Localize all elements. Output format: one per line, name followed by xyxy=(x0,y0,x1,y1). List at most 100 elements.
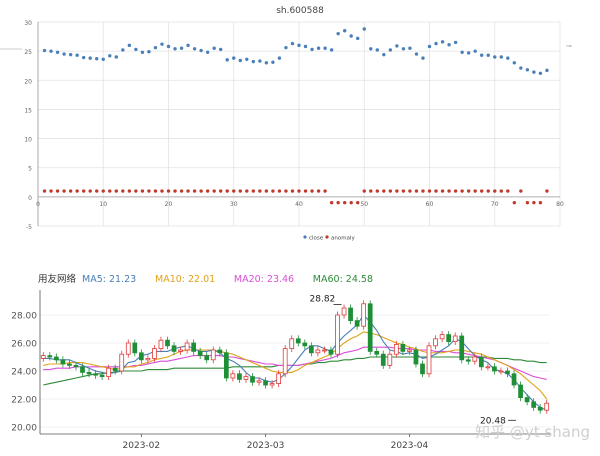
point-anomaly xyxy=(212,189,216,193)
point-close xyxy=(369,47,373,51)
point-anomaly xyxy=(95,189,99,193)
candle-body xyxy=(308,345,314,354)
point-anomaly xyxy=(192,189,197,193)
point-anomaly xyxy=(460,189,464,193)
candle-body xyxy=(158,339,164,349)
point-close xyxy=(179,46,184,50)
point-close xyxy=(199,48,203,53)
right-edge-icon: ⊸ xyxy=(566,42,572,50)
candle-body xyxy=(537,406,543,411)
point-close xyxy=(310,47,314,52)
point-anomaly xyxy=(68,189,73,193)
point-close xyxy=(192,47,197,51)
candle-body xyxy=(197,351,203,357)
point-anomaly xyxy=(127,189,132,193)
point-close xyxy=(114,55,119,59)
legend-ma5: MA5: 21.23 xyxy=(82,274,136,285)
candle-body xyxy=(53,356,59,361)
point-close xyxy=(258,59,262,63)
candle-body xyxy=(485,366,491,369)
point-anomaly xyxy=(532,200,536,205)
point-anomaly xyxy=(121,189,125,193)
y-tick-label: 28.00 xyxy=(11,312,37,322)
candle-body xyxy=(112,367,118,372)
point-anomaly xyxy=(512,200,517,205)
candle-body xyxy=(413,349,419,365)
point-anomaly xyxy=(232,189,236,193)
x-tick-label: 2023-02 xyxy=(123,441,161,451)
candle-body xyxy=(354,320,360,327)
point-close xyxy=(316,46,321,50)
candle-body xyxy=(348,307,353,321)
candle-body xyxy=(328,349,334,355)
y-tick-label: 5 xyxy=(28,166,32,173)
candle-body xyxy=(210,349,216,361)
point-close xyxy=(519,66,523,70)
point-close xyxy=(486,53,490,57)
x-tick-label: 40 xyxy=(295,201,303,208)
point-close xyxy=(323,46,327,50)
point-close xyxy=(127,43,132,48)
y-tick-label: 25 xyxy=(24,49,32,56)
point-anomaly xyxy=(258,189,262,193)
legend-ma20: MA20: 23.46 xyxy=(234,274,294,285)
legend-label-close: close xyxy=(309,236,324,242)
point-anomaly xyxy=(525,200,530,205)
candle-body xyxy=(452,335,458,342)
point-close xyxy=(532,70,536,74)
point-anomaly xyxy=(545,189,549,193)
point-anomaly xyxy=(108,189,112,193)
candle-body xyxy=(289,338,295,350)
point-anomaly xyxy=(225,189,229,193)
candle-body xyxy=(99,374,105,377)
point-close xyxy=(238,58,242,63)
point-anomaly xyxy=(264,189,269,193)
candle-body xyxy=(217,349,223,354)
ma5-line xyxy=(43,314,547,411)
point-anomaly xyxy=(303,189,308,193)
point-anomaly xyxy=(101,189,105,193)
candle-body xyxy=(67,363,72,366)
x-tick-label: 2023-03 xyxy=(247,441,285,451)
point-close xyxy=(101,57,105,62)
point-close xyxy=(460,50,464,55)
candle-body xyxy=(498,370,504,373)
candle-body xyxy=(544,402,550,411)
candle-body xyxy=(230,373,236,379)
candlestick-chart: 用友网络 MA5: 21.23 MA10: 22.01 MA20: 23.46 MA60… xyxy=(11,273,550,451)
point-close xyxy=(434,41,438,46)
point-anomaly xyxy=(160,189,164,193)
point-close xyxy=(212,46,216,50)
point-close xyxy=(95,57,99,61)
point-close xyxy=(271,60,275,64)
max-price-annotation: 28.82 xyxy=(310,295,336,305)
point-close xyxy=(480,53,484,57)
point-anomaly xyxy=(49,189,53,193)
point-anomaly xyxy=(277,189,282,193)
x-tick-label: 30 xyxy=(230,201,238,208)
candle-body xyxy=(472,356,478,362)
point-close xyxy=(49,49,53,53)
x-tick-label: 50 xyxy=(360,201,368,208)
candle-body xyxy=(184,342,190,351)
candle-body xyxy=(295,338,301,344)
x-tick-label: 20 xyxy=(165,201,173,208)
candle-body xyxy=(407,349,412,352)
candle-body xyxy=(367,303,373,352)
point-close xyxy=(232,56,236,60)
point-anomaly xyxy=(434,189,438,193)
point-anomaly xyxy=(290,189,295,193)
point-anomaly xyxy=(316,189,321,193)
point-close xyxy=(219,47,223,52)
candle-body xyxy=(439,334,445,340)
candle-body xyxy=(518,384,523,398)
candle-body xyxy=(243,376,249,380)
point-close xyxy=(121,48,125,52)
point-anomaly xyxy=(427,189,432,193)
candle-body xyxy=(165,339,170,347)
point-close xyxy=(408,46,412,50)
candle-body xyxy=(237,373,242,380)
point-anomaly xyxy=(388,189,393,193)
point-anomaly xyxy=(205,189,210,193)
point-close xyxy=(173,47,177,51)
